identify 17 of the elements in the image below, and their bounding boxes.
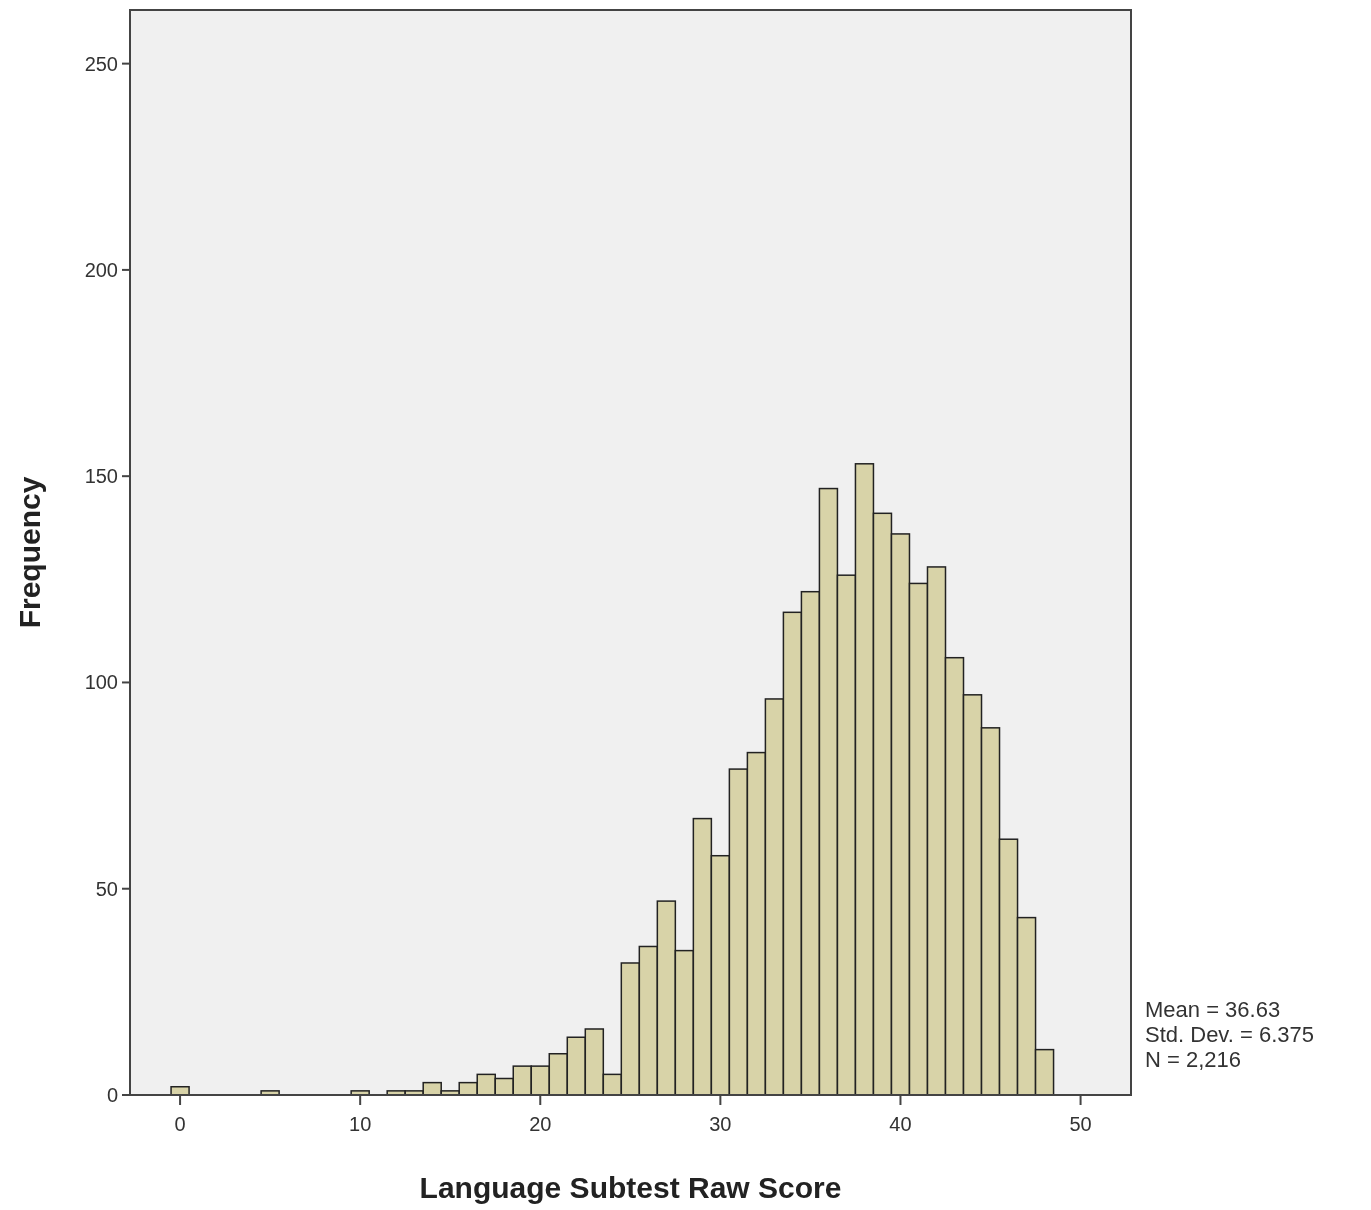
y-tick-label: 50	[95, 877, 118, 900]
x-tick-label: 20	[529, 1113, 552, 1135]
y-tick-label: 250	[84, 52, 118, 75]
y-tick-label: 150	[84, 465, 118, 488]
x-tick-label: 50	[1069, 1113, 1092, 1135]
y-tick-label: 200	[84, 258, 118, 281]
x-tick-label: 40	[889, 1113, 912, 1135]
y-tick-label: 0	[106, 1084, 118, 1106]
x-tick-label: 10	[349, 1113, 372, 1135]
y-axis-title: Frequency	[13, 476, 46, 629]
y-tick-label: 100	[84, 671, 118, 694]
x-tick-label: 30	[709, 1113, 732, 1135]
text: N = 2,216	[1145, 1047, 1242, 1072]
text: Mean = 36.63	[1145, 997, 1281, 1022]
x-tick-label: 0	[174, 1113, 186, 1135]
x-axis-title: Language Subtest Raw Score	[419, 1171, 842, 1204]
text: Std. Dev. = 6.375	[1145, 1022, 1314, 1047]
